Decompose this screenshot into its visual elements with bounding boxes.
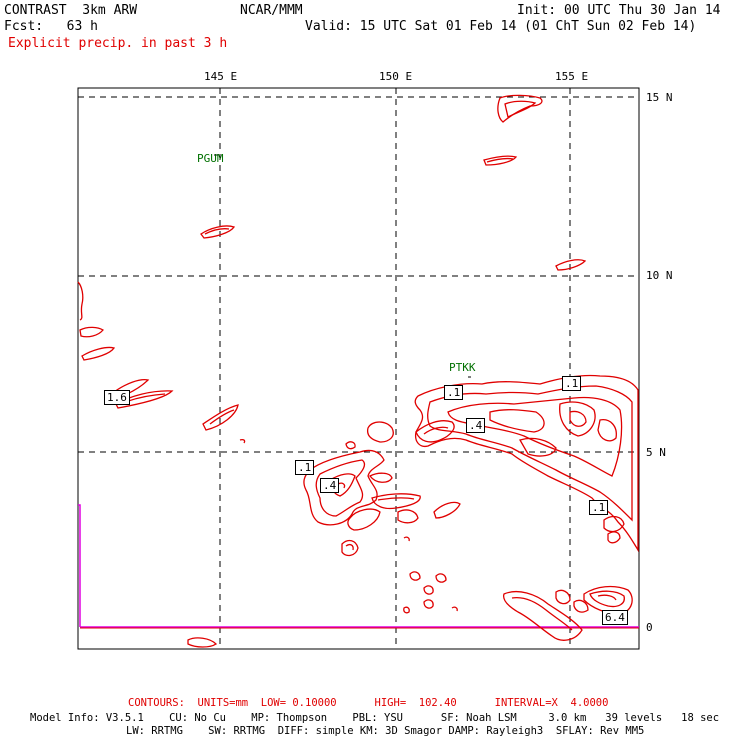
contour-label: .4 (320, 478, 340, 493)
lon-label-150: 150 E (379, 70, 413, 83)
valid-time: Valid: 15 UTC Sat 01 Feb 14 (01 ChT Sun … (305, 19, 697, 34)
contour-cell (115, 390, 174, 409)
contour-cell (347, 508, 381, 531)
station-label-pgum: PGUM (197, 152, 224, 165)
contour-cell (366, 421, 394, 443)
contour-label: .1 (562, 376, 582, 391)
contour-cell (603, 515, 625, 533)
contour-label: 6.4 (602, 610, 628, 625)
init-time: Init: 00 UTC Thu 30 Jan 14 (517, 3, 721, 18)
contour-cell (239, 438, 246, 444)
contour-cell (303, 449, 385, 526)
contour-system-east (414, 374, 639, 553)
contour-cell (423, 599, 434, 609)
contour-cell (423, 426, 449, 435)
contour-cell (497, 94, 543, 123)
contour-cell (397, 509, 419, 524)
contour-cell (569, 410, 587, 427)
model-title: CONTRAST 3km ARW (4, 3, 138, 18)
contour-cell (555, 589, 571, 605)
contour-system-east-inner (427, 385, 633, 522)
field-description: Explicit precip. in past 3 h (8, 36, 228, 51)
station-label-ptkk: PTKK (449, 361, 476, 374)
contour-cell (415, 420, 455, 443)
contour-system-east-core (447, 396, 623, 477)
contour-cell (403, 536, 410, 542)
contour-cell (345, 441, 356, 450)
contour-cell (573, 599, 589, 613)
contour-label: .1 (295, 460, 315, 475)
lat-label-5n: 5 N (646, 446, 666, 459)
contour-cell (489, 409, 545, 433)
lat-label-10n: 10 N (646, 269, 673, 282)
model-info-line1: Model Info: V3.5.1 CU: No Cu MP: Thompso… (30, 712, 720, 724)
contour-label: .4 (466, 418, 486, 433)
contour-cell (511, 596, 573, 631)
contour-cell (423, 585, 434, 595)
contour-cell (559, 401, 596, 437)
contour-cell (483, 155, 518, 166)
precip-contours (77, 94, 639, 648)
contour-cell (204, 228, 230, 235)
contour-cell (79, 326, 104, 338)
contour-cell (369, 472, 393, 483)
contour-cell (200, 225, 236, 239)
forecast-hour: Fcst: 63 h (4, 19, 98, 34)
contour-cell (77, 281, 84, 321)
contour-cell (607, 531, 621, 544)
lat-lon-grid (78, 88, 639, 649)
contour-info: CONTOURS: UNITS=mm LOW= 0.10000 HIGH= 10… (128, 697, 609, 709)
contour-cell (502, 590, 583, 641)
domain-boundary (78, 504, 639, 628)
contour-cell (597, 419, 617, 442)
contour-cell (81, 346, 116, 361)
contour-cell (403, 606, 410, 614)
contour-label: .1 (444, 385, 464, 400)
contour-cell (504, 100, 537, 118)
contour-cell (202, 404, 239, 431)
lat-label-15n: 15 N (646, 91, 673, 104)
contour-cell (583, 585, 633, 615)
contour-cell (597, 594, 617, 601)
contour-cell (377, 497, 415, 501)
contour-cell (589, 590, 625, 608)
contour-cell (435, 573, 447, 583)
contour-cell (555, 259, 587, 271)
contour-cell (209, 409, 235, 425)
lon-label-155: 155 E (555, 70, 589, 83)
lat-label-equator: 0 (646, 621, 653, 634)
lon-label-145: 145 E (204, 70, 238, 83)
contour-cell (433, 501, 461, 519)
contour-label: .1 (589, 500, 609, 515)
organization-label: NCAR/MMM (240, 3, 303, 18)
contour-cell (519, 437, 557, 457)
contour-cell (371, 493, 421, 510)
contour-cell (315, 459, 366, 517)
contour-cell (409, 571, 421, 581)
contour-cell (345, 543, 354, 551)
contour-cell (187, 637, 218, 648)
contour-cell (486, 157, 514, 163)
model-info-line2: LW: RRTMG SW: RRTMG DIFF: simple KM: 3D … (126, 725, 645, 737)
contour-cell (341, 539, 359, 557)
map-frame (77, 87, 640, 650)
contour-label: 1.6 (104, 390, 130, 405)
contour-cell (451, 606, 458, 612)
boundary-edge (78, 504, 81, 627)
station-markers (214, 96, 471, 378)
